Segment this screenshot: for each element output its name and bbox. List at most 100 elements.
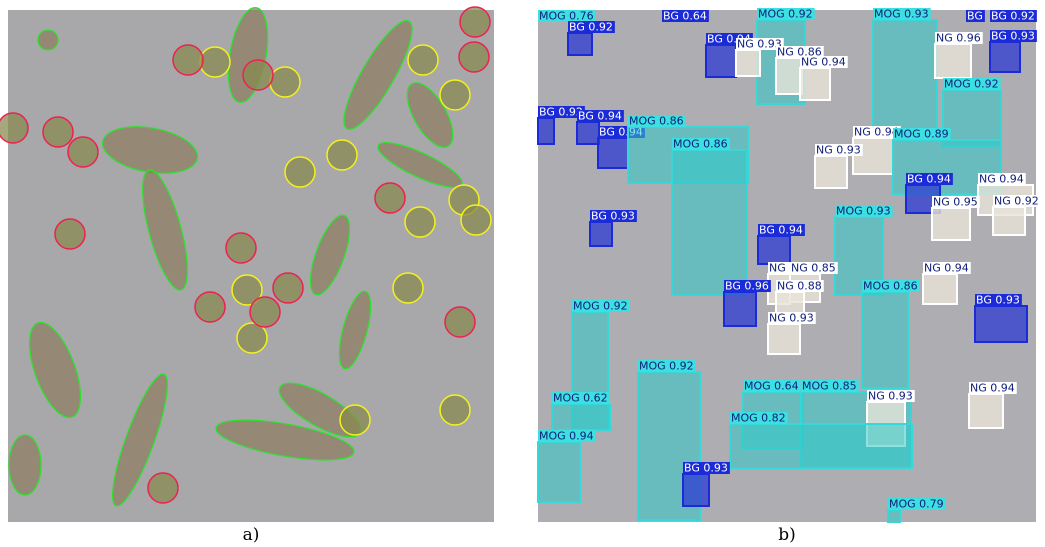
- seed-outline: [173, 45, 203, 75]
- detection-box: [672, 150, 747, 295]
- detection-label: NG 0.93: [816, 144, 861, 157]
- detection-label: NG 0.94: [801, 56, 846, 69]
- detection-box: [943, 90, 1001, 146]
- detection-label: MOG 0.85: [802, 380, 857, 393]
- detection-label: MOG 0.79: [889, 498, 944, 511]
- detection-box: [888, 510, 900, 522]
- detection-box: [538, 442, 580, 502]
- detection-box: [590, 222, 612, 246]
- detection-label: MOG 0.86: [629, 115, 684, 128]
- seed-outline: [68, 137, 98, 167]
- seed-outline: [285, 157, 315, 187]
- detection-box: [730, 424, 912, 468]
- seed-outline: [327, 140, 357, 170]
- detection-box: [923, 274, 957, 304]
- seed-outline: [461, 205, 491, 235]
- detection-label: MOG 0.94: [539, 430, 594, 443]
- detection-label: MOG 0.86: [863, 280, 918, 293]
- caption: a): [243, 525, 260, 545]
- seed-outline: [148, 473, 178, 503]
- seed-outline: [440, 80, 470, 110]
- detection-label: BG 0.93: [684, 462, 728, 475]
- detection-box: [736, 50, 760, 76]
- detection-label: NG 0.93: [769, 312, 814, 325]
- seed-outline: [393, 273, 423, 303]
- detection-box: [568, 33, 592, 55]
- leaf-outline: [38, 30, 58, 50]
- detection-label: MOG 0.92: [573, 300, 628, 313]
- detection-label: MOG 0.92: [758, 8, 813, 21]
- detection-label: NG 0.94: [979, 173, 1024, 186]
- seed-outline: [460, 7, 490, 37]
- detection-box: [598, 138, 628, 168]
- detection-label: MOG 0.89: [894, 128, 949, 141]
- detection-label: BG 0.93: [591, 210, 635, 223]
- seed-outline: [226, 233, 256, 263]
- detection-box: [758, 236, 790, 264]
- seed-outline: [43, 117, 73, 147]
- detection-label: MOG 0.92: [639, 360, 694, 373]
- detection-label: NG 0.93: [868, 390, 913, 403]
- caption: b): [778, 525, 796, 545]
- detection-label: BG 0.93: [991, 30, 1035, 43]
- seed-outline: [270, 67, 300, 97]
- seed-outline: [408, 45, 438, 75]
- detection-label: NG 0.85: [791, 262, 836, 275]
- detection-label: MOG 0.64: [744, 380, 799, 393]
- detection-box: [538, 118, 554, 144]
- seed-outline: [273, 273, 303, 303]
- detection-box: [683, 474, 709, 506]
- detection-label: MOG 0.93: [836, 205, 891, 218]
- detection-label: BG 0.96: [725, 280, 769, 293]
- detection-label: NG 0.92: [994, 195, 1039, 208]
- seed-outline: [405, 207, 435, 237]
- seed-outline: [243, 60, 273, 90]
- detection-box: [706, 45, 736, 77]
- detection-label: BG 0.94: [907, 173, 951, 186]
- detection-label: BG 0.92: [991, 10, 1035, 23]
- detection-box: [724, 292, 756, 326]
- figure: MOG 0.76BG 0.92BG 0.64MOG 0.92MOG 0.93BG…: [0, 0, 1045, 547]
- detection-label: NG 0.94: [924, 262, 969, 275]
- leaf-outline: [9, 435, 41, 495]
- detection-label: BG 0.92: [569, 21, 613, 34]
- seed-outline: [0, 113, 28, 143]
- seed-outline: [440, 395, 470, 425]
- detection-label: NG 0.93: [737, 38, 782, 51]
- detection-label: BG 0.92: [539, 106, 583, 119]
- detection-label: NG 0.94: [970, 382, 1015, 395]
- detection-label: MOG 0.93: [874, 8, 929, 21]
- seed-outline: [340, 405, 370, 435]
- detection-label: BG 0.94: [578, 110, 622, 123]
- detection-box: [776, 58, 802, 94]
- detection-label: MOG 0.92: [944, 78, 999, 91]
- detection-label: MOG 0.82: [731, 412, 786, 425]
- detection-label: BG 0.94: [759, 224, 803, 237]
- detection-label: BG 0.93: [976, 294, 1020, 307]
- seed-outline: [250, 297, 280, 327]
- detection-box: [993, 207, 1025, 235]
- seed-outline: [445, 307, 475, 337]
- detection-box: [969, 394, 1003, 428]
- seed-outline: [55, 219, 85, 249]
- detection-box: [935, 44, 971, 78]
- detection-box: [800, 68, 830, 100]
- seed-outline: [459, 42, 489, 72]
- seed-outline: [200, 47, 230, 77]
- detection-label: BG 0.64: [663, 10, 707, 23]
- detection-box: [577, 122, 599, 144]
- seed-outline: [195, 292, 225, 322]
- detection-box: [862, 292, 908, 388]
- detection-box: [768, 324, 800, 354]
- detection-box: [990, 42, 1020, 72]
- detection-label: BG: [967, 10, 983, 23]
- detection-box: [975, 306, 1027, 342]
- seed-outline: [375, 183, 405, 213]
- detection-box: [873, 20, 937, 130]
- detection-label: NG 0.88: [777, 280, 822, 293]
- detection-box: [815, 156, 847, 188]
- detection-label: NG 0.95: [933, 196, 978, 209]
- detection-label: MOG 0.86: [673, 138, 728, 151]
- detection-label: NG 0.94: [854, 126, 899, 139]
- detection-box: [552, 404, 610, 430]
